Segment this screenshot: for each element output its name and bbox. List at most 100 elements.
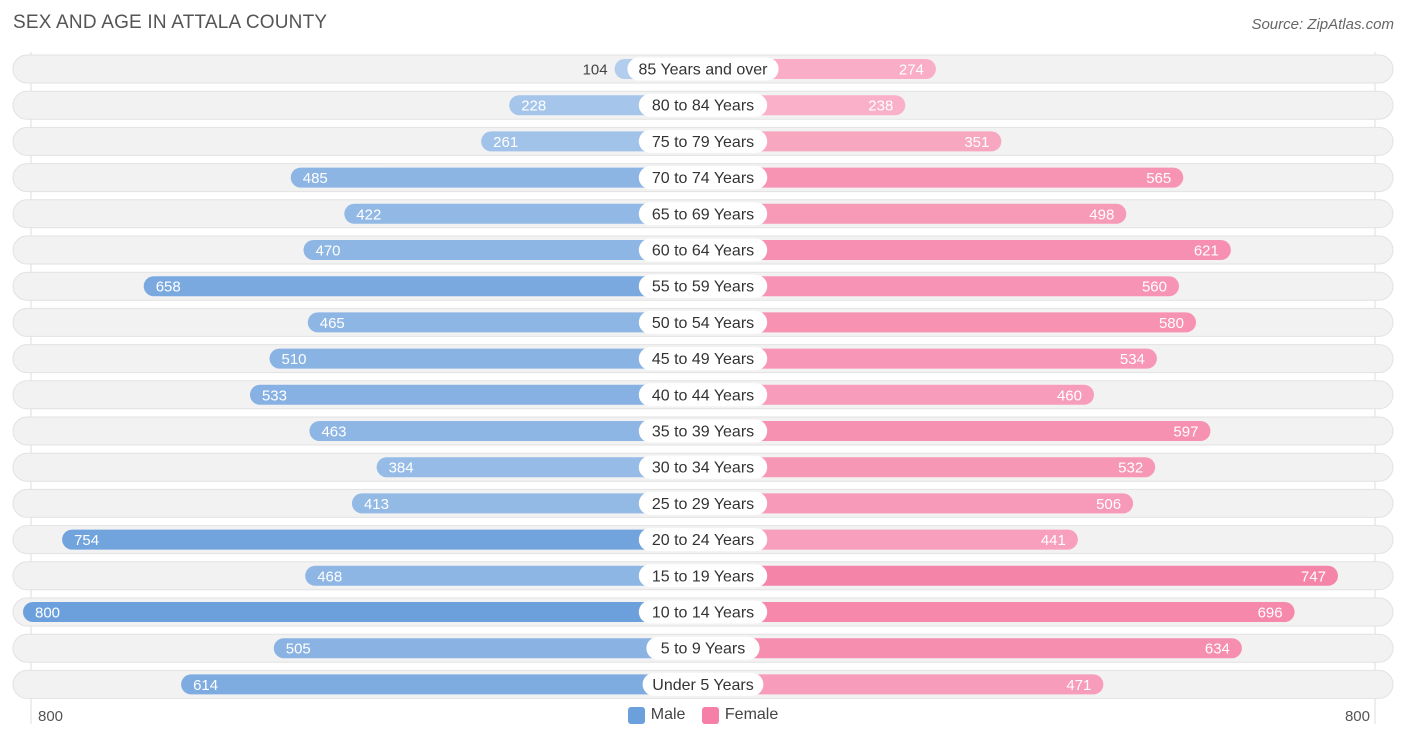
female-value-label: 597 <box>1173 424 1198 441</box>
male-value-label: 505 <box>286 641 311 658</box>
category-label: 65 to 69 Years <box>652 206 754 223</box>
female-bar <box>703 638 1242 659</box>
male-bar <box>305 565 703 586</box>
category-pill <box>638 202 768 226</box>
male-value-label: 533 <box>262 387 287 404</box>
female-bar <box>703 203 1127 224</box>
male-bar <box>143 276 703 297</box>
category-label: 80 to 84 Years <box>652 98 754 115</box>
category-label: 20 to 24 Years <box>652 532 754 549</box>
category-label: 50 to 54 Years <box>652 315 754 332</box>
category-pill <box>638 129 768 153</box>
male-value-label: 754 <box>74 532 99 549</box>
category-pill <box>638 455 768 479</box>
legend: Male Female <box>0 706 1406 729</box>
category-pill <box>638 347 768 371</box>
male-value-label: 463 <box>321 424 346 441</box>
female-value-label: 460 <box>1057 387 1082 404</box>
category-label: 75 to 79 Years <box>652 134 754 151</box>
female-bar <box>703 167 1184 188</box>
female-value-label: 351 <box>964 134 989 151</box>
axis-right-max-label: 800 <box>1344 708 1370 725</box>
legend-label-female: Female <box>724 706 779 723</box>
male-value-label: 470 <box>316 243 341 260</box>
female-value-label: 238 <box>868 98 893 115</box>
female-bar <box>703 602 1295 622</box>
male-bar <box>62 529 704 550</box>
category-pill <box>627 57 779 81</box>
female-value-label: 560 <box>1142 279 1167 296</box>
female-bar <box>703 312 1196 333</box>
legend-item-female: Female <box>701 706 779 724</box>
category-pill <box>638 383 768 407</box>
female-value-label: 696 <box>1258 605 1283 622</box>
female-value-label: 634 <box>1205 641 1230 658</box>
female-value-label: 565 <box>1146 170 1171 187</box>
female-value-label: 747 <box>1301 568 1326 585</box>
male-bar <box>303 240 703 260</box>
category-label: Under 5 Years <box>652 677 753 694</box>
female-value-label: 506 <box>1096 496 1121 513</box>
male-value-label: 510 <box>282 351 307 368</box>
female-value-label: 580 <box>1159 315 1184 332</box>
male-bar <box>290 167 703 188</box>
female-value-label: 621 <box>1194 243 1219 260</box>
female-bar <box>703 131 1002 152</box>
male-value-label: 465 <box>320 315 345 332</box>
female-value-label: 532 <box>1118 460 1143 477</box>
female-value-label: 274 <box>899 62 924 79</box>
category-pill <box>638 93 768 117</box>
female-bar <box>703 240 1231 260</box>
male-bar <box>23 602 703 622</box>
female-bar <box>703 384 1094 405</box>
category-label: 35 to 39 Years <box>652 424 754 441</box>
female-value-label: 441 <box>1041 532 1066 549</box>
category-label: 40 to 44 Years <box>652 387 754 404</box>
male-value-label: 485 <box>303 170 328 187</box>
category-pill <box>638 528 768 552</box>
female-bar <box>703 493 1134 514</box>
male-value-label: 422 <box>356 206 381 223</box>
legend-swatch-male <box>627 706 645 724</box>
female-bar <box>703 348 1157 369</box>
category-label: 60 to 64 Years <box>652 243 754 260</box>
category-label: 15 to 19 Years <box>652 568 754 585</box>
female-bar <box>703 421 1211 441</box>
male-bar <box>344 203 703 224</box>
female-bar <box>703 276 1179 297</box>
male-bar <box>351 493 703 514</box>
category-label: 5 to 9 Years <box>661 641 746 658</box>
category-pill <box>638 166 768 190</box>
male-value-label: 800 <box>35 605 60 622</box>
male-bar <box>269 348 703 369</box>
category-pill <box>646 636 760 660</box>
category-label: 55 to 59 Years <box>652 279 754 296</box>
female-value-label: 534 <box>1120 351 1145 368</box>
category-pill <box>638 274 768 298</box>
male-value-label: 261 <box>493 134 518 151</box>
axis-left-max-label: 800 <box>38 708 64 725</box>
category-label: 30 to 34 Years <box>652 460 754 477</box>
category-pill <box>638 310 768 334</box>
male-value-label: 658 <box>156 279 181 296</box>
female-value-label: 471 <box>1066 677 1091 694</box>
category-label: 70 to 74 Years <box>652 170 754 187</box>
legend-item-male: Male <box>627 706 686 724</box>
category-pill <box>638 491 768 515</box>
male-value-label: 228 <box>521 98 546 115</box>
female-bar <box>703 565 1338 586</box>
category-label: 85 Years and over <box>639 62 769 79</box>
category-pill <box>638 564 768 588</box>
female-bar <box>703 529 1078 550</box>
legend-label-male: Male <box>650 706 686 723</box>
source-label: Source: ZipAtlas.com <box>1251 16 1394 33</box>
male-bar <box>309 421 703 441</box>
male-bar <box>376 457 703 478</box>
category-pill <box>638 419 768 443</box>
category-pill <box>642 672 764 696</box>
male-value-label: 468 <box>317 568 342 585</box>
male-bar <box>249 384 703 405</box>
female-value-label: 498 <box>1089 206 1114 223</box>
male-bar <box>181 674 704 695</box>
